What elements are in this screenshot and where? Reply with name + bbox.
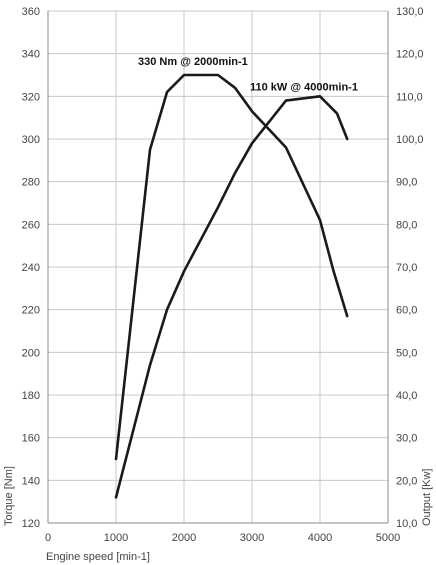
y-right-tick-label: 80,0 <box>396 219 417 231</box>
y-left-tick-label: 360 <box>22 6 40 18</box>
x-tick-label: 0 <box>45 532 51 544</box>
y-left-tick-label: 200 <box>22 347 40 359</box>
y-left-tick-label: 320 <box>22 91 40 103</box>
axes <box>47 11 389 524</box>
y-right-tick-label: 60,0 <box>396 305 417 317</box>
y-left-tick-label: 180 <box>22 390 40 402</box>
y-right-tick-label: 10,0 <box>396 518 417 530</box>
y-left-axis-title: Torque [Nm] <box>3 466 15 526</box>
torque-series-line <box>114 73 349 461</box>
y-left-tick-label: 160 <box>22 433 40 445</box>
x-tick-label: 1000 <box>104 532 128 544</box>
series-lines <box>114 73 349 499</box>
y-right-tick-label: 30,0 <box>396 433 417 445</box>
y-left-tick-label: 300 <box>22 134 40 146</box>
annotation-label: 110 kW @ 4000min-1 <box>250 81 358 93</box>
y-right-tick-label: 130,0 <box>396 6 424 18</box>
annotations: 330 Nm @ 2000min-1 110 kW @ 4000min-1 <box>138 56 358 93</box>
y-right-tick-label: 50,0 <box>396 347 417 359</box>
y-right-tick-label: 70,0 <box>396 262 417 274</box>
y-left-tick-label: 260 <box>22 219 40 231</box>
x-axis-title: Engine speed [min-1] <box>46 551 150 563</box>
y-right-tick-label: 100,0 <box>396 134 424 146</box>
x-tick-label: 4000 <box>308 532 332 544</box>
y-left-tick-label: 340 <box>22 49 40 61</box>
annotation-label: 330 Nm @ 2000min-1 <box>138 56 248 68</box>
y-right-tick-label: 90,0 <box>396 177 417 189</box>
y-right-tick-label: 40,0 <box>396 390 417 402</box>
tick-labels: 120 10,0 140 20,0 160 30,0 180 40,0 200 50,0 220 60… <box>22 6 424 544</box>
output-series-line <box>114 95 349 499</box>
y-right-tick-label: 120,0 <box>396 49 424 61</box>
y-left-tick-label: 120 <box>22 518 40 530</box>
y-left-tick-label: 280 <box>22 177 40 189</box>
y-right-tick-label: 20,0 <box>396 475 417 487</box>
y-right-tick-label: 110,0 <box>396 91 423 103</box>
x-tick-label: 2000 <box>172 532 196 544</box>
x-tick-label: 3000 <box>240 532 264 544</box>
y-right-axis-title: Output [Kw] <box>421 469 433 526</box>
x-tick-label: 5000 <box>376 532 400 544</box>
y-left-tick-label: 240 <box>22 262 40 274</box>
y-left-tick-label: 220 <box>22 305 40 317</box>
y-left-tick-label: 140 <box>22 475 40 487</box>
